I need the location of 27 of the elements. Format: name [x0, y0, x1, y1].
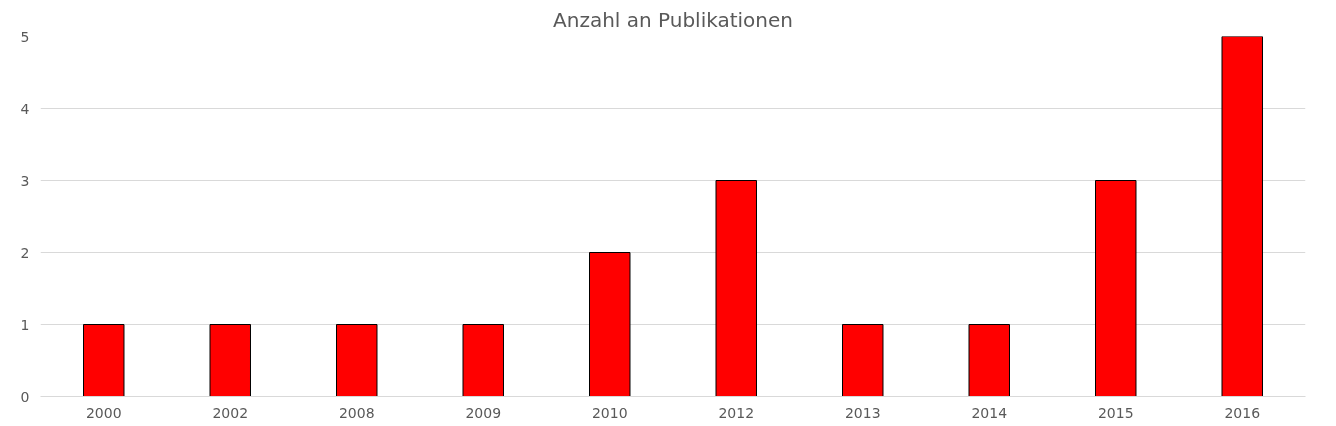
bar	[968, 324, 1010, 397]
x-tick-label: 2000	[85, 404, 122, 421]
x-tick-label: 2014	[971, 404, 1008, 421]
bar	[715, 180, 757, 397]
bar	[209, 324, 251, 397]
bar	[336, 324, 378, 397]
x-tick-label: 2013	[844, 404, 881, 421]
y-tick-label: 3	[20, 172, 30, 189]
x-tick-label: 2012	[718, 404, 755, 421]
bar	[83, 324, 125, 397]
bar	[1095, 180, 1137, 397]
bar	[589, 252, 631, 397]
bar	[842, 324, 884, 397]
x-tick-label: 2008	[338, 404, 375, 421]
y-tick-label: 4	[20, 100, 30, 117]
x-tick-label: 2015	[1097, 404, 1134, 421]
chart-title: Anzahl an Publikationen	[553, 7, 793, 32]
bar	[1221, 36, 1263, 397]
x-tick-label: 2010	[591, 404, 628, 421]
x-tick-label: 2009	[465, 404, 502, 421]
bar	[462, 324, 504, 397]
y-tick-label: 2	[20, 244, 30, 261]
x-tick-label: 2002	[212, 404, 249, 421]
y-tick-label: 1	[20, 316, 30, 333]
y-tick-label: 0	[20, 388, 30, 405]
y-tick-label: 5	[20, 28, 30, 45]
x-tick-label: 2016	[1224, 404, 1261, 421]
